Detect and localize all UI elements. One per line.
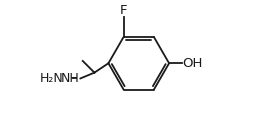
Text: H₂N: H₂N	[40, 72, 63, 85]
Text: F: F	[120, 4, 127, 17]
Text: OH: OH	[183, 57, 203, 70]
Text: NH: NH	[61, 72, 79, 85]
